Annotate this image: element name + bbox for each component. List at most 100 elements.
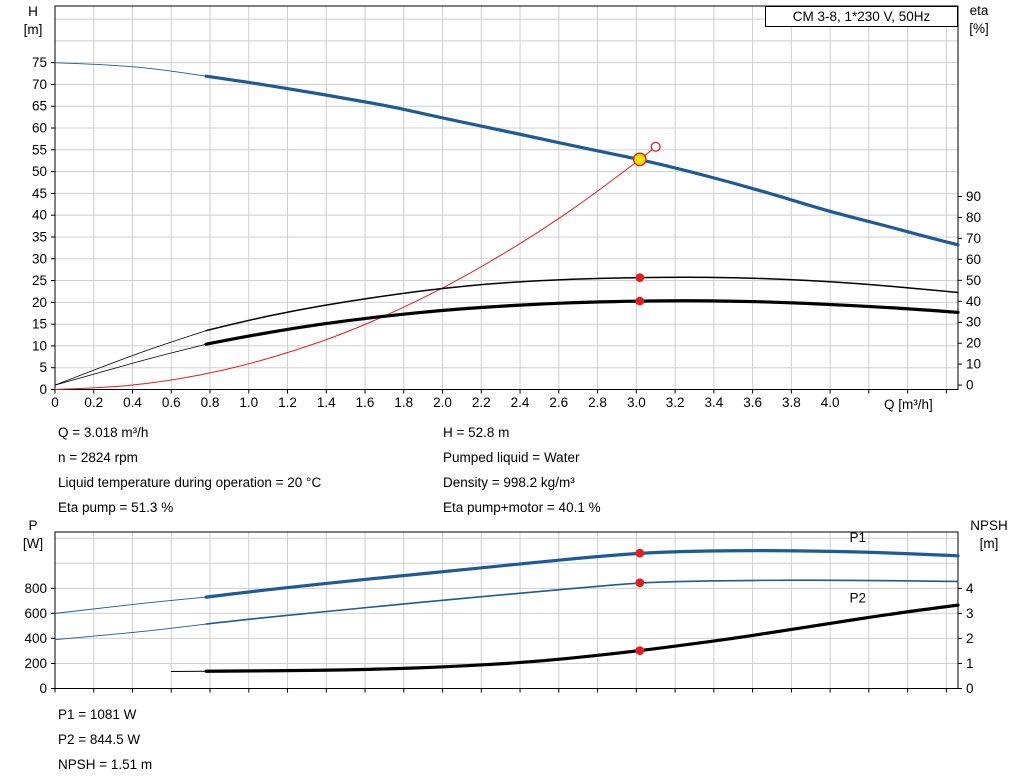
y-left-tick-label: 600 bbox=[24, 606, 47, 621]
x-tick-label: 0 bbox=[51, 395, 59, 410]
npsh-axis-symbol: NPSH bbox=[970, 518, 1008, 533]
y-left-tick-label: 15 bbox=[32, 317, 47, 332]
y-left-tick-label: 50 bbox=[32, 164, 47, 179]
x-tick-label: 1.8 bbox=[394, 395, 413, 410]
x-tick-label: 0.2 bbox=[84, 395, 103, 410]
h-axis-unit: [m] bbox=[23, 22, 43, 37]
x-tick-label: 0.8 bbox=[201, 395, 220, 410]
y-right-tick-label: 80 bbox=[966, 210, 981, 225]
h-curve bbox=[54, 62, 207, 77]
y-right-tick-label: 10 bbox=[966, 357, 981, 372]
npsh-value: NPSH = 1.51 m bbox=[58, 757, 153, 772]
operating-point-dot bbox=[635, 646, 645, 656]
eta-pump-motor-curve bbox=[54, 343, 207, 386]
pump-model-title: CM 3-8, 1*230 V, 50Hz bbox=[765, 6, 958, 27]
x-tick-label: 2.0 bbox=[433, 395, 452, 410]
h-curve bbox=[204, 74, 960, 247]
p1-curve bbox=[204, 549, 960, 599]
eta-axis-title: eta [%] bbox=[953, 2, 1005, 38]
eta-axis-unit: [%] bbox=[969, 21, 989, 36]
eta-axis-symbol: eta bbox=[969, 3, 989, 18]
duty-density-value: Density = 998.2 kg/m³ bbox=[443, 475, 575, 490]
duty-eta-pump-value: Eta pump = 51.3 % bbox=[58, 500, 174, 515]
x-tick-label: 3.4 bbox=[704, 395, 723, 410]
h-axis-title: H [m] bbox=[12, 3, 54, 39]
y-left-tick-label: 75 bbox=[32, 55, 47, 70]
npsh-axis-unit: [m] bbox=[979, 536, 999, 551]
x-tick-label: 0.4 bbox=[123, 395, 142, 410]
duty-point-marker bbox=[632, 152, 647, 167]
y-right-tick-label: 0 bbox=[966, 681, 974, 696]
y-left-tick-label: 0 bbox=[39, 681, 47, 696]
operating-point-dot bbox=[635, 273, 645, 282]
duty-pumped-liquid-value: Pumped liquid = Water bbox=[443, 450, 580, 465]
x-tick-label: 3.2 bbox=[666, 395, 685, 410]
p-axis-symbol: P bbox=[28, 518, 38, 533]
eta-pump-motor-curve bbox=[204, 299, 960, 346]
y-right-tick-label: 60 bbox=[966, 252, 981, 267]
x-tick-label: 2.8 bbox=[588, 395, 607, 410]
duty-liquid-temperature-value: Liquid temperature during operation = 20… bbox=[58, 475, 322, 490]
duty-info-left: Q = 3.018 m³/h n = 2824 rpm Liquid tempe… bbox=[58, 420, 321, 520]
y-left-tick-label: 30 bbox=[32, 251, 47, 266]
p1-value: P1 = 1081 W bbox=[58, 707, 137, 722]
eta-pump-curve bbox=[54, 330, 207, 386]
duty-eta-pump-motor-value: Eta pump+motor = 40.1 % bbox=[443, 500, 601, 515]
x-tick-label: 1.6 bbox=[356, 395, 375, 410]
y-right-tick-label: 2 bbox=[966, 631, 974, 646]
plot-border bbox=[54, 5, 959, 390]
y-left-tick-label: 60 bbox=[32, 121, 47, 136]
power-npsh-chart: 0 200 400 600 800 0 1 2 3 4 P1 P2 bbox=[24, 530, 974, 696]
y-right-tick-label: 4 bbox=[966, 581, 974, 596]
y-right-tick-label: 20 bbox=[966, 336, 981, 351]
x-tick-label: 2.4 bbox=[511, 395, 530, 410]
p1-curve bbox=[54, 596, 207, 614]
y-left-tick-label: 10 bbox=[32, 338, 47, 353]
x-tick-label: 2.2 bbox=[472, 395, 491, 410]
duty-head-value: H = 52.8 m bbox=[443, 425, 510, 440]
x-tick-label: 1.2 bbox=[278, 395, 297, 410]
q-axis-title: Q [m³/h] bbox=[884, 397, 933, 412]
y-left-tick-label: 400 bbox=[24, 631, 47, 646]
p2-curve bbox=[54, 623, 207, 641]
x-tick-label: 3.0 bbox=[627, 395, 646, 410]
y-right-tick-label: 0 bbox=[966, 378, 974, 393]
y-left-tick-label: 5 bbox=[39, 360, 47, 375]
operating-point-dot bbox=[635, 296, 645, 306]
x-tick-label: 1.4 bbox=[317, 395, 336, 410]
x-tick-label: 3.6 bbox=[743, 395, 762, 410]
y-left-tick-label: 20 bbox=[32, 295, 47, 310]
p2-value: P2 = 844.5 W bbox=[58, 732, 141, 747]
y-left-tick-label: 35 bbox=[32, 229, 47, 244]
p-axis-title: P [W] bbox=[12, 517, 54, 553]
h-axis-symbol: H bbox=[28, 4, 38, 19]
p1-curve-label: P1 bbox=[849, 530, 866, 545]
y-right-tick-label: 40 bbox=[966, 294, 981, 309]
y-right-tick-label: 1 bbox=[966, 656, 974, 671]
npsh-curve bbox=[204, 603, 960, 673]
y-left-tick-label: 200 bbox=[24, 656, 47, 671]
duty-info-right: H = 52.8 m Pumped liquid = Water Density… bbox=[443, 420, 601, 520]
plot-border bbox=[54, 531, 959, 689]
duty-flow-value: Q = 3.018 m³/h bbox=[58, 425, 149, 440]
y-left-tick-label: 800 bbox=[24, 581, 47, 596]
eta-pump-curve bbox=[205, 276, 959, 332]
y-left-tick-label: 45 bbox=[32, 186, 47, 201]
x-tick-label: 2.6 bbox=[549, 395, 568, 410]
y-right-tick-label: 3 bbox=[966, 606, 974, 621]
y-left-tick-label: 0 bbox=[39, 382, 47, 397]
system-curve-curve bbox=[54, 146, 657, 390]
npsh-axis-title: NPSH [m] bbox=[958, 517, 1020, 553]
p2-curve-label: P2 bbox=[849, 590, 866, 605]
y-left-tick-label: 40 bbox=[32, 208, 47, 223]
y-left-tick-label: 25 bbox=[32, 273, 47, 288]
y-right-tick-label: 50 bbox=[966, 273, 981, 288]
duty-speed-value: n = 2824 rpm bbox=[58, 450, 138, 465]
x-tick-label: 1.0 bbox=[239, 395, 258, 410]
x-tick-label: 0.6 bbox=[162, 395, 181, 410]
open-point-marker bbox=[650, 141, 661, 152]
y-right-tick-label: 70 bbox=[966, 231, 981, 246]
y-right-tick-label: 90 bbox=[966, 189, 981, 204]
